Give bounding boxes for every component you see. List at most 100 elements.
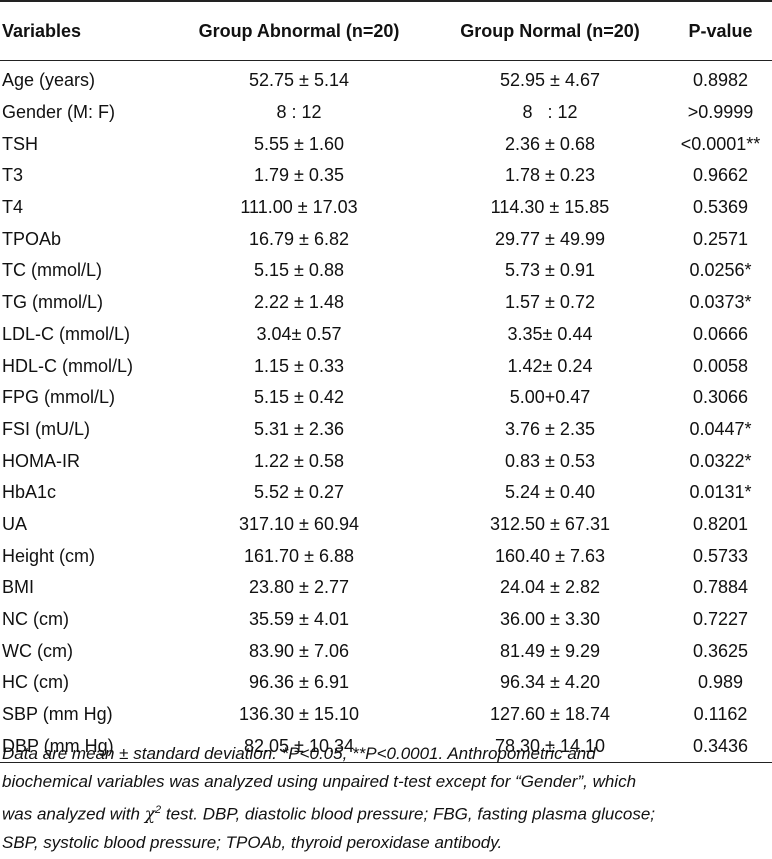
results-table: Variables Group Abnormal (n=20) Group No… xyxy=(0,1,772,763)
group-abnormal-cell: 2.22 ± 1.48 xyxy=(254,292,344,313)
variable-cell: HDL-C (mmol/L) xyxy=(2,355,134,376)
variable-cell: Age (years) xyxy=(2,70,96,91)
group-normal-cell: 127.60 ± 18.74 xyxy=(490,704,610,725)
variable-cell: Height (cm) xyxy=(2,545,96,566)
table-row: HOMA-IR 1.22 ± 0.58 0.83 ± 0.53 0.0322* xyxy=(0,445,772,477)
variable-cell: T3 xyxy=(2,165,24,186)
group-normal-cell: 1.42± 0.24 xyxy=(507,355,593,376)
p-value-cell: 0.7884 xyxy=(692,577,749,598)
group-normal-cell: 29.77 ± 49.99 xyxy=(495,228,605,249)
group-abnormal-cell: 136.30 ± 15.10 xyxy=(239,704,359,725)
group-abnormal-cell: 5.15 ± 0.42 xyxy=(254,387,344,408)
group-normal-cell: 3.76 ± 2.35 xyxy=(505,418,595,439)
variable-cell: HOMA-IR xyxy=(2,450,80,471)
group-normal-cell: 1.78 ± 0.23 xyxy=(505,165,595,186)
group-abnormal-cell: 23.80 ± 2.77 xyxy=(249,577,349,598)
group-abnormal-cell: 96.36 ± 6.91 xyxy=(249,672,349,693)
variable-cell: DBP (mm Hg) xyxy=(2,735,114,756)
chi-symbol: χ xyxy=(144,804,155,825)
group-abnormal-cell: 1.22 ± 0.58 xyxy=(254,450,344,471)
header-variables: Variables xyxy=(2,20,82,41)
group-abnormal-cell: 35.59 ± 4.01 xyxy=(249,609,349,630)
group-normal-cell: 52.95 ± 4.67 xyxy=(500,70,600,91)
p-value-cell: <0.0001** xyxy=(680,133,761,154)
table-row: T3 1.79 ± 0.35 1.78 ± 0.23 0.9662 xyxy=(0,160,772,192)
group-normal-cell: 5.00+0.47 xyxy=(509,387,591,408)
group-abnormal-cell: 111.00 ± 17.03 xyxy=(240,197,358,218)
table-row: Age (years) 52.75 ± 5.14 52.95 ± 4.67 0.898… xyxy=(0,61,772,97)
table-row: TSH 5.55 ± 1.60 2.36 ± 0.68 <0.0001** xyxy=(0,128,772,160)
group-normal-cell: 312.50 ± 67.31 xyxy=(490,513,610,534)
group-abnormal-cell: 8 : 12 xyxy=(276,102,322,123)
group-abnormal-cell: 83.90 ± 7.06 xyxy=(249,640,349,661)
table-row: LDL-C (mmol/L) 3.04± 0.57 3.35± 0.44 0.0666 xyxy=(0,319,772,351)
variable-cell: Gender (M: F) xyxy=(2,102,116,123)
group-normal-cell: 24.04 ± 2.82 xyxy=(500,577,600,598)
group-normal-cell: 5.24 ± 0.40 xyxy=(505,482,595,503)
group-normal-cell: 5.73 ± 0.91 xyxy=(505,260,595,281)
table-row: DBP (mm Hg) 82.05 ± 10.34 78.30 ± 14.10 0.3… xyxy=(0,730,772,763)
variable-cell: HC (cm) xyxy=(2,672,69,693)
footnote-line-3-start: was analyzed with xyxy=(2,804,145,824)
p-value-cell: 0.5733 xyxy=(692,545,749,566)
table-row: BMI 23.80 ± 2.77 24.04 ± 2.82 0.7884 xyxy=(0,572,772,604)
variable-cell: TPOAb xyxy=(2,228,62,249)
group-abnormal-cell: 3.04± 0.57 xyxy=(256,323,342,344)
group-normal-cell: 8 : 12 xyxy=(522,102,578,123)
p-value-cell: 0.3625 xyxy=(692,640,749,661)
group-abnormal-cell: 5.15 ± 0.88 xyxy=(254,260,344,281)
group-normal-cell: 96.34 ± 4.20 xyxy=(500,672,600,693)
p-value-cell: 0.989 xyxy=(697,672,744,693)
footnote-line-3: was analyzed with χ2 test. DBP, diastoli… xyxy=(2,796,770,829)
p-value-cell: 0.0131* xyxy=(689,482,752,503)
p-value-cell: 0.9662 xyxy=(692,165,749,186)
table-row: FPG (mmol/L) 5.15 ± 0.42 5.00+0.47 0.3066 xyxy=(0,382,772,414)
group-normal-cell: 36.00 ± 3.30 xyxy=(500,609,600,630)
variable-cell: UA xyxy=(2,513,28,534)
table-row: UA 317.10 ± 60.94 312.50 ± 67.31 0.8201 xyxy=(0,509,772,541)
table-row: TG (mmol/L) 2.22 ± 1.48 1.57 ± 0.72 0.0373* xyxy=(0,287,772,319)
header-p-value: P-value xyxy=(688,20,753,41)
footnote-line-3-end: test. DBP, diastolic blood pressure; FBG… xyxy=(161,804,655,824)
footnote-line-2: biochemical variables was analyzed using… xyxy=(2,772,637,791)
table-row: FSI (mU/L) 5.31 ± 2.36 3.76 ± 2.35 0.0447* xyxy=(0,414,772,446)
table-row: WC (cm) 83.90 ± 7.06 81.49 ± 9.29 0.3625 xyxy=(0,635,772,667)
p-value-cell: 0.0322* xyxy=(689,450,752,471)
table-body: Age (years) 52.75 ± 5.14 52.95 ± 4.67 0.898… xyxy=(0,61,772,763)
variable-cell: FSI (mU/L) xyxy=(2,418,90,439)
table-row: HC (cm) 96.36 ± 6.91 96.34 ± 4.20 0.989 xyxy=(0,667,772,699)
group-abnormal-cell: 5.55 ± 1.60 xyxy=(254,133,344,154)
variable-cell: NC (cm) xyxy=(2,609,69,630)
chi-power: 2 xyxy=(155,804,162,816)
header-group-normal: Group Normal (n=20) xyxy=(460,20,640,41)
group-abnormal-cell: 5.52 ± 0.27 xyxy=(254,482,344,503)
variable-cell: TG (mmol/L) xyxy=(2,292,103,313)
p-value-cell: 0.2571 xyxy=(692,228,749,249)
variable-cell: SBP (mm Hg) xyxy=(2,704,113,725)
group-abnormal-cell: 16.79 ± 6.82 xyxy=(249,228,349,249)
p-value-cell: 0.0666 xyxy=(692,323,749,344)
group-normal-cell: 1.57 ± 0.72 xyxy=(505,292,595,313)
footnote-line-1: Data are mean ± standard deviation. *P<0… xyxy=(2,744,596,763)
variable-cell: HbA1c xyxy=(2,482,57,503)
table-row: HDL-C (mmol/L) 1.15 ± 0.33 1.42± 0.24 0.005… xyxy=(0,350,772,382)
footnote-line-4: SBP, systolic blood pressure; TPOAb, thy… xyxy=(2,832,503,852)
group-normal-cell: 2.36 ± 0.68 xyxy=(505,133,595,154)
variable-cell: LDL-C (mmol/L) xyxy=(2,323,131,344)
p-value-cell: 0.0373* xyxy=(689,292,752,313)
group-abnormal-cell: 5.31 ± 2.36 xyxy=(254,418,344,439)
table-row: HbA1c 5.52 ± 0.27 5.24 ± 0.40 0.0131* xyxy=(0,477,772,509)
p-value-cell: 0.5369 xyxy=(692,197,749,218)
variable-cell: TSH xyxy=(2,133,38,154)
variable-cell: FPG (mmol/L) xyxy=(2,387,116,408)
group-abnormal-cell: 1.15 ± 0.33 xyxy=(254,355,344,376)
variable-cell: BMI xyxy=(2,577,35,598)
p-value-cell: 0.8201 xyxy=(692,513,749,534)
group-abnormal-cell: 161.70 ± 6.88 xyxy=(244,545,354,566)
p-value-cell: 0.3066 xyxy=(692,387,749,408)
p-value-cell: 0.7227 xyxy=(692,609,749,630)
p-value-cell: 0.0256* xyxy=(689,260,752,281)
table-row: TPOAb 16.79 ± 6.82 29.77 ± 49.99 0.2571 xyxy=(0,223,772,255)
group-normal-cell: 0.83 ± 0.53 xyxy=(505,450,595,471)
variable-cell: T4 xyxy=(2,197,24,218)
